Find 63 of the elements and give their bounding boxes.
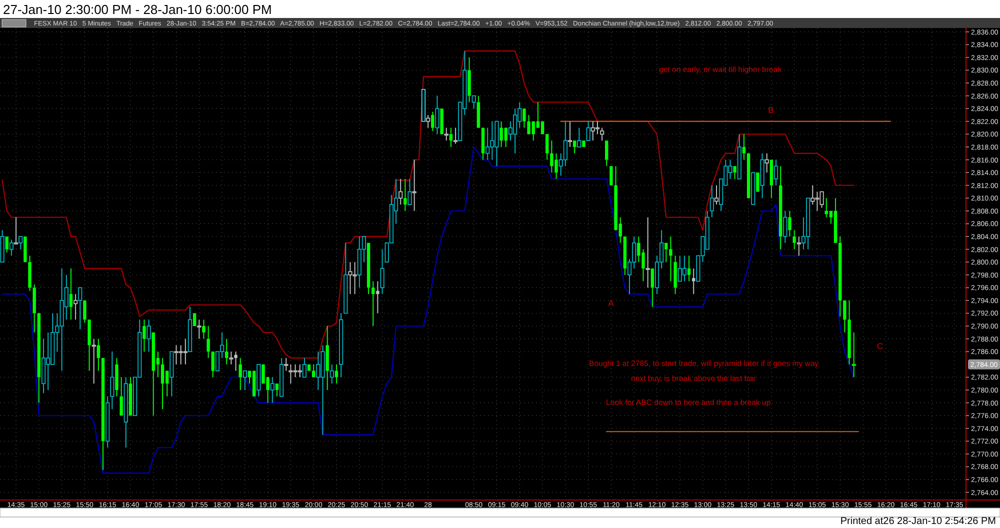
candlestick — [774, 159, 778, 186]
candlestick — [330, 364, 334, 384]
candlestick — [792, 230, 796, 250]
candlestick — [783, 210, 788, 244]
candlestick — [238, 358, 242, 390]
candlestick — [120, 376, 123, 416]
annotation: B — [768, 105, 774, 115]
candlestick — [788, 210, 792, 237]
candlestick — [431, 111, 434, 132]
candlestick — [435, 95, 440, 135]
candlestick — [225, 338, 228, 365]
candlestick — [404, 178, 407, 212]
candlestick — [146, 319, 151, 352]
candlestick — [444, 127, 448, 142]
candlestick — [5, 236, 8, 253]
candlestick — [110, 351, 114, 410]
candlestick — [192, 312, 196, 327]
candlestick — [376, 280, 380, 314]
candlestick — [449, 127, 453, 148]
line-series — [2, 50, 854, 359]
text: Printed at26 28-Jan-10 2:54:26 PM — [840, 516, 996, 527]
annotation: A — [608, 298, 614, 308]
candlestick — [577, 127, 582, 148]
candlestick — [302, 358, 306, 378]
candlestick — [610, 166, 613, 186]
candlestick — [545, 134, 549, 160]
candlestick — [270, 376, 274, 404]
candlestick — [242, 370, 247, 390]
candlestick — [742, 134, 746, 160]
line-series — [2, 146, 854, 474]
candlestick — [852, 332, 856, 378]
candlestick — [202, 319, 206, 340]
candlestick — [142, 319, 146, 352]
candlestick — [600, 127, 604, 142]
candlestick — [733, 166, 736, 180]
candlestick — [69, 268, 73, 320]
candlestick — [650, 268, 654, 308]
candlestick — [472, 95, 476, 110]
candlestick — [646, 216, 650, 288]
candlestick — [206, 326, 210, 359]
candlestick — [211, 351, 214, 378]
candlestick — [522, 108, 526, 128]
candlestick — [83, 300, 86, 324]
candlestick — [664, 242, 668, 263]
candlestick — [275, 383, 279, 397]
candlestick — [197, 319, 202, 340]
candlestick — [229, 351, 234, 365]
candlestick — [96, 338, 100, 372]
candlestick — [372, 280, 375, 327]
candlestick — [682, 255, 686, 282]
candlestick — [756, 172, 760, 192]
candlestick — [160, 358, 164, 410]
chart-title: 27-Jan-10 2:30:00 PM - 28-Jan-10 6:00:00 PM — [3, 2, 272, 17]
candlestick — [687, 255, 691, 282]
annotation: C — [876, 341, 884, 351]
candlestick — [605, 140, 608, 167]
candlestick — [512, 108, 518, 154]
candlestick — [572, 140, 576, 154]
candlestick — [843, 300, 846, 333]
candlestick — [692, 268, 696, 295]
candlestick — [380, 248, 384, 295]
candlestick — [486, 127, 490, 160]
candlestick — [669, 236, 672, 282]
